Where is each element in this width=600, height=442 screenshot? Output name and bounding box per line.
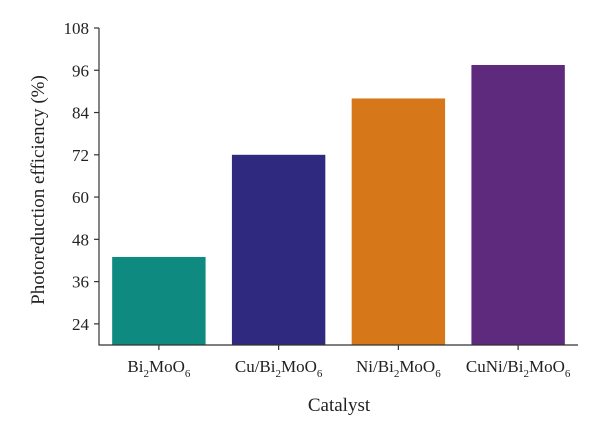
y-axis-label: Photoreduction efficiency (%): [28, 75, 49, 305]
bar-2: [231, 154, 326, 345]
bars-group: [112, 64, 565, 345]
y-ticks-group: 24 36 48 60 72 84 96 108: [64, 19, 99, 334]
x-tick-label: Cu/Bi2MoO6: [235, 357, 323, 380]
y-tick-label: 48: [72, 230, 89, 249]
bar-3: [351, 98, 446, 345]
y-tick-label: 72: [72, 146, 89, 165]
bar-1: [112, 256, 206, 345]
y-tick-label: 24: [72, 315, 90, 334]
x-tick-label: Ni/Bi2MoO6: [356, 357, 441, 380]
axes-group: [98, 28, 578, 346]
x-axis-label: Catalyst: [308, 395, 371, 416]
y-tick-label: 60: [72, 188, 89, 207]
y-tick-label: 84: [72, 104, 90, 123]
y-tick-label: 108: [64, 19, 90, 38]
y-tick-label: 36: [72, 273, 89, 292]
x-ticks-group: Bi2MoO6 Cu/Bi2MoO6 Ni/Bi2MoO6 CuNi/Bi2MoO6: [127, 345, 571, 380]
bar-4: [471, 64, 565, 345]
y-tick-label: 96: [72, 61, 89, 80]
x-tick-label: CuNi/Bi2MoO6: [466, 357, 571, 380]
x-tick-label: Bi2MoO6: [127, 357, 190, 380]
